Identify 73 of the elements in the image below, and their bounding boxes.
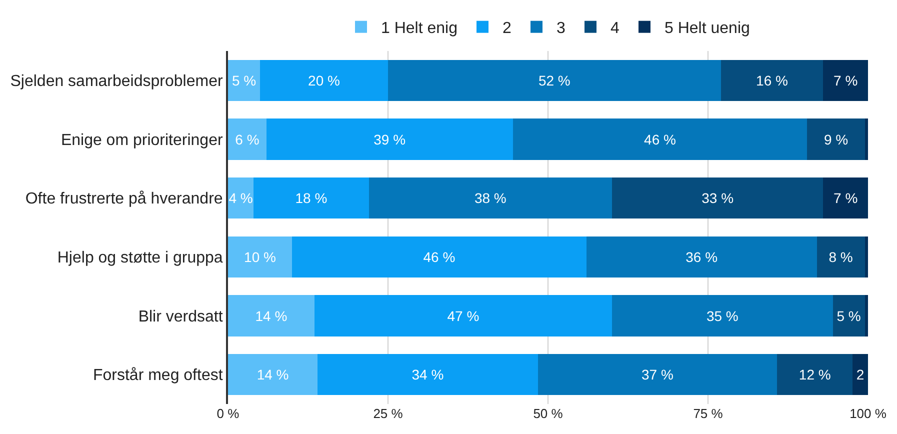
bar xyxy=(864,118,868,160)
bar xyxy=(586,236,817,278)
bar xyxy=(538,354,778,396)
y-tick-label: Ofte frustrerte på hverandre xyxy=(25,190,223,208)
data-label: 52 % xyxy=(538,72,570,88)
bar xyxy=(852,354,868,396)
data-label: 6 % xyxy=(235,131,260,148)
bar xyxy=(228,295,314,336)
bar xyxy=(807,118,865,160)
bar xyxy=(823,177,868,219)
bar xyxy=(832,295,865,336)
data-label: 39 % xyxy=(374,131,406,148)
data-label: 33 % xyxy=(702,190,734,206)
bar xyxy=(720,60,824,102)
bar xyxy=(228,236,292,278)
x-tick-label: 75 % xyxy=(693,406,724,421)
data-label: 46 % xyxy=(423,248,456,265)
data-label: 7 % xyxy=(834,72,858,88)
data-label: 35 % xyxy=(706,308,738,324)
bar xyxy=(228,118,266,160)
data-label: 4 % xyxy=(228,190,253,206)
bar xyxy=(388,60,721,102)
legend-label: 2 xyxy=(502,20,512,38)
y-tick-label: Hjelp og støtte i gruppa xyxy=(57,250,223,267)
data-label: 2 xyxy=(856,366,864,383)
data-label: 37 % xyxy=(641,366,674,383)
x-tick-label: 100 % xyxy=(850,406,887,421)
bar xyxy=(823,60,868,102)
legend-label: 4 xyxy=(610,20,620,38)
bar xyxy=(318,354,538,396)
bar xyxy=(864,295,868,336)
data-label: 34 % xyxy=(412,366,444,383)
legend-label: 3 xyxy=(556,20,566,38)
data-label: 5 % xyxy=(836,308,861,324)
data-label: 9 % xyxy=(824,131,848,148)
x-tick-label: 0 % xyxy=(216,406,240,421)
bar xyxy=(254,177,369,219)
data-label: 10 % xyxy=(244,248,276,265)
bar xyxy=(612,177,824,219)
bar xyxy=(314,295,612,336)
bar xyxy=(777,354,853,396)
bar xyxy=(368,177,612,219)
y-tick-label: Enige om prioriteringer xyxy=(60,132,224,149)
bar xyxy=(228,354,318,396)
y-tick-label: Forstår meg oftest xyxy=(92,367,224,384)
data-label: 38 % xyxy=(474,190,506,206)
bar xyxy=(292,236,586,278)
bar xyxy=(266,118,513,160)
bar xyxy=(512,118,808,160)
x-tick-label: 50 % xyxy=(533,406,564,421)
bar xyxy=(816,236,865,278)
bar xyxy=(864,236,868,278)
bar xyxy=(228,177,254,219)
y-tick-label: Sjelden samarbeidsproblemer xyxy=(10,73,224,90)
data-label: 46 % xyxy=(644,131,676,148)
y-tick-label: Blir verdsatt xyxy=(138,308,224,326)
data-label: 7 % xyxy=(834,190,858,206)
data-label: 14 % xyxy=(256,366,289,383)
legend-label: 5 Helt uenig xyxy=(664,20,750,38)
data-label: 47 % xyxy=(447,308,480,324)
data-label: 36 % xyxy=(686,248,718,265)
data-label: 16 % xyxy=(756,72,788,88)
x-tick-label: 25 % xyxy=(373,406,404,421)
data-label: 5 % xyxy=(232,72,256,88)
bar xyxy=(228,60,260,102)
data-label: 20 % xyxy=(308,72,340,88)
bar xyxy=(260,60,388,102)
legend-label: 1 Helt enig xyxy=(381,20,458,38)
data-label: 8 % xyxy=(828,248,853,265)
data-label: 18 % xyxy=(295,190,328,206)
data-label: 12 % xyxy=(798,366,831,383)
data-label: 14 % xyxy=(255,308,288,324)
bar xyxy=(612,295,833,336)
